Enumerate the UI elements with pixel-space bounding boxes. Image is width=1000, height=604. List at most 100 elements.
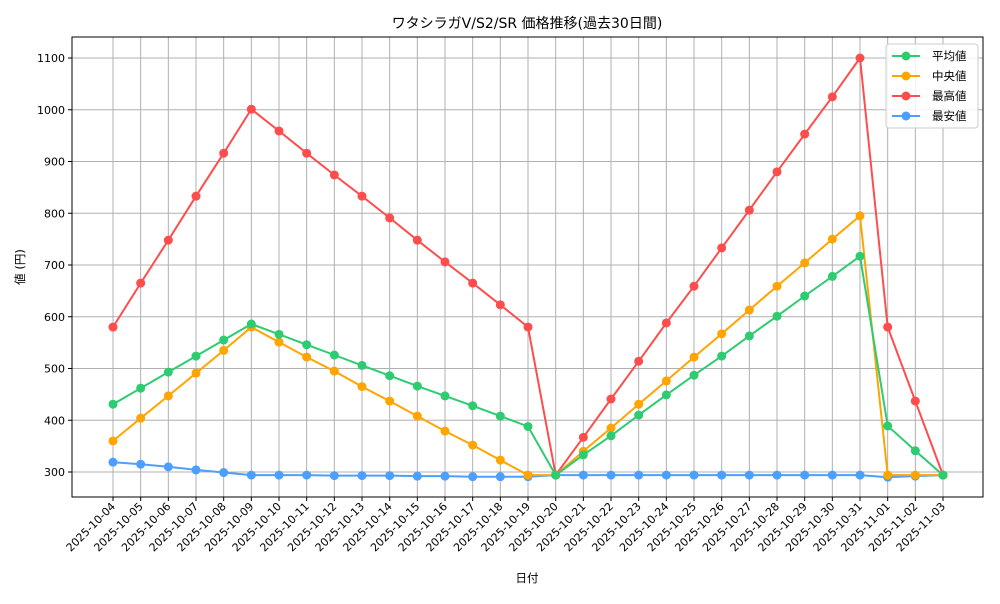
- data-point[interactable]: [606, 431, 616, 441]
- data-point[interactable]: [136, 413, 146, 423]
- data-point[interactable]: [689, 370, 699, 380]
- data-point[interactable]: [219, 148, 229, 158]
- data-point[interactable]: [523, 322, 533, 332]
- data-point[interactable]: [634, 399, 644, 409]
- data-point[interactable]: [772, 311, 782, 321]
- data-point[interactable]: [855, 251, 865, 261]
- data-point[interactable]: [495, 300, 505, 310]
- data-point[interactable]: [827, 92, 837, 102]
- data-point[interactable]: [523, 470, 533, 480]
- data-point[interactable]: [163, 235, 173, 245]
- data-point[interactable]: [163, 367, 173, 377]
- data-point[interactable]: [329, 350, 339, 360]
- data-point[interactable]: [274, 470, 284, 480]
- data-point[interactable]: [191, 191, 201, 201]
- data-point[interactable]: [468, 278, 478, 288]
- data-point[interactable]: [440, 471, 450, 481]
- data-point[interactable]: [772, 281, 782, 291]
- data-point[interactable]: [883, 470, 893, 480]
- data-point[interactable]: [744, 470, 754, 480]
- data-point[interactable]: [495, 455, 505, 465]
- data-point[interactable]: [827, 271, 837, 281]
- data-point[interactable]: [800, 470, 810, 480]
- data-point[interactable]: [357, 191, 367, 201]
- data-point[interactable]: [219, 468, 229, 478]
- data-point[interactable]: [274, 126, 284, 136]
- data-point[interactable]: [661, 390, 671, 400]
- data-point[interactable]: [744, 205, 754, 215]
- data-point[interactable]: [412, 411, 422, 421]
- data-point[interactable]: [800, 258, 810, 268]
- data-point[interactable]: [246, 319, 256, 329]
- data-point[interactable]: [440, 426, 450, 436]
- data-point[interactable]: [468, 440, 478, 450]
- data-point[interactable]: [800, 129, 810, 139]
- data-point[interactable]: [108, 399, 118, 409]
- data-point[interactable]: [717, 243, 727, 253]
- data-point[interactable]: [827, 234, 837, 244]
- data-point[interactable]: [744, 331, 754, 341]
- data-point[interactable]: [412, 471, 422, 481]
- data-point[interactable]: [329, 366, 339, 376]
- data-point[interactable]: [606, 423, 616, 433]
- data-point[interactable]: [800, 291, 810, 301]
- data-point[interactable]: [717, 329, 727, 339]
- data-point[interactable]: [883, 322, 893, 332]
- data-point[interactable]: [302, 470, 312, 480]
- data-point[interactable]: [385, 371, 395, 381]
- data-point[interactable]: [855, 53, 865, 63]
- data-point[interactable]: [578, 450, 588, 460]
- data-point[interactable]: [329, 170, 339, 180]
- data-point[interactable]: [219, 345, 229, 355]
- data-point[interactable]: [246, 104, 256, 114]
- data-point[interactable]: [689, 281, 699, 291]
- data-point[interactable]: [910, 470, 920, 480]
- data-point[interactable]: [357, 471, 367, 481]
- data-point[interactable]: [661, 376, 671, 386]
- data-point[interactable]: [219, 335, 229, 345]
- data-point[interactable]: [910, 446, 920, 456]
- data-point[interactable]: [357, 382, 367, 392]
- data-point[interactable]: [274, 337, 284, 347]
- data-point[interactable]: [634, 410, 644, 420]
- data-point[interactable]: [440, 391, 450, 401]
- data-point[interactable]: [163, 391, 173, 401]
- data-point[interactable]: [661, 470, 671, 480]
- data-point[interactable]: [191, 351, 201, 361]
- data-point[interactable]: [910, 396, 920, 406]
- data-point[interactable]: [689, 470, 699, 480]
- data-point[interactable]: [606, 394, 616, 404]
- data-point[interactable]: [440, 257, 450, 267]
- data-point[interactable]: [468, 401, 478, 411]
- data-point[interactable]: [191, 368, 201, 378]
- data-point[interactable]: [385, 471, 395, 481]
- data-point[interactable]: [772, 470, 782, 480]
- data-point[interactable]: [136, 459, 146, 469]
- data-point[interactable]: [495, 472, 505, 482]
- data-point[interactable]: [385, 213, 395, 223]
- data-point[interactable]: [717, 470, 727, 480]
- data-point[interactable]: [108, 457, 118, 467]
- data-point[interactable]: [661, 318, 671, 328]
- data-point[interactable]: [191, 465, 201, 475]
- data-point[interactable]: [385, 396, 395, 406]
- data-point[interactable]: [246, 470, 256, 480]
- data-point[interactable]: [136, 383, 146, 393]
- data-point[interactable]: [855, 470, 865, 480]
- data-point[interactable]: [163, 462, 173, 472]
- data-point[interactable]: [938, 470, 948, 480]
- data-point[interactable]: [883, 421, 893, 431]
- data-point[interactable]: [357, 360, 367, 370]
- data-point[interactable]: [689, 352, 699, 362]
- data-point[interactable]: [772, 167, 782, 177]
- data-point[interactable]: [744, 305, 754, 315]
- data-point[interactable]: [495, 411, 505, 421]
- data-point[interactable]: [578, 432, 588, 442]
- data-point[interactable]: [329, 471, 339, 481]
- data-point[interactable]: [606, 470, 616, 480]
- data-point[interactable]: [302, 340, 312, 350]
- data-point[interactable]: [274, 329, 284, 339]
- data-point[interactable]: [302, 148, 312, 158]
- data-point[interactable]: [136, 278, 146, 288]
- data-point[interactable]: [855, 211, 865, 221]
